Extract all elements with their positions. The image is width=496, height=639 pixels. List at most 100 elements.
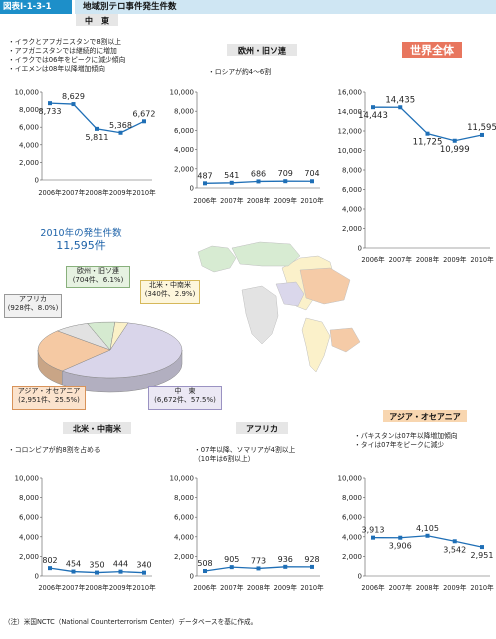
y-tick-label: 10,000 xyxy=(338,475,363,483)
pie-title-line2: 11,595件 xyxy=(56,239,106,252)
pie-label-latam-name: 北米・中南米 xyxy=(149,281,191,289)
pie-label-latam: 北米・中南米 (340件、2.9%) xyxy=(140,280,200,304)
y-tick-label: 8,000 xyxy=(174,108,194,116)
x-tick-label: 2008年 xyxy=(416,583,440,592)
data-point xyxy=(203,181,207,186)
x-tick-label: 2006年 xyxy=(361,255,385,264)
data-label: 444 xyxy=(113,560,128,569)
data-point xyxy=(480,545,484,550)
x-tick-label: 2010年 xyxy=(470,255,494,264)
pie-slice xyxy=(109,321,129,351)
chart-title-bg xyxy=(63,422,131,434)
data-point xyxy=(71,102,76,107)
data-point xyxy=(229,565,234,570)
map-middle-east xyxy=(275,281,305,307)
data-label: 14,435 xyxy=(385,95,415,105)
data-label: 11,725 xyxy=(413,138,443,148)
chart-title: 欧州・旧ソ連 xyxy=(238,46,287,56)
y-tick-label: 0 xyxy=(190,185,194,193)
data-label: 773 xyxy=(251,556,266,565)
footnote: （注）米国NCTC（National Counterterrorism Cent… xyxy=(4,618,258,626)
chart-title-bg xyxy=(402,42,462,58)
x-tick-label: 2010年 xyxy=(132,583,156,592)
data-label: 936 xyxy=(278,555,293,564)
y-tick-label: 6,000 xyxy=(342,186,362,194)
y-tick-label: 0 xyxy=(35,177,39,185)
figure-canvas: 中 東・イラクとアフガニスタンで8割以上・アフガニスタンでは継続的に増加・イラク… xyxy=(8,14,496,592)
data-point xyxy=(95,126,99,131)
x-tick-label: 2010年 xyxy=(470,583,494,592)
data-label: 8,629 xyxy=(62,92,85,101)
x-tick-label: 2006年 xyxy=(38,583,62,592)
pie-label-europe-value: (704件、6.1%) xyxy=(72,276,124,284)
y-tick-label: 8,000 xyxy=(19,494,39,502)
data-point xyxy=(425,131,430,136)
data-label: 3,913 xyxy=(362,526,385,535)
chart-title-bg xyxy=(383,410,467,422)
y-tick-label: 16,000 xyxy=(338,89,363,97)
data-label: 8,733 xyxy=(39,107,62,116)
y-tick-label: 4,000 xyxy=(19,533,39,541)
pie-slice xyxy=(61,322,183,379)
pie-label-middle-east: 中 東 (6,672件、57.5%) xyxy=(148,386,222,410)
data-point xyxy=(118,130,123,135)
y-tick-label: 6,000 xyxy=(174,127,194,135)
figure-header: 図表Ⅰ-1-3-1 地域別テロ事件発生件数 xyxy=(0,0,496,14)
data-label: 686 xyxy=(251,169,266,178)
y-tick-label: 12,000 xyxy=(338,128,363,136)
map-oceania xyxy=(329,327,361,353)
x-tick-label: 2007年 xyxy=(220,196,244,205)
map-africa xyxy=(241,285,279,345)
data-point xyxy=(118,569,123,574)
data-point xyxy=(480,132,484,137)
data-point xyxy=(310,179,314,184)
chart-europe: 欧州・旧ソ連・ロシアが約4～6割 0 2,000 4,000 6,000 8,000 10,… xyxy=(170,44,324,205)
data-label: 709 xyxy=(278,169,293,178)
chart-title: 北米・中南米 xyxy=(73,424,122,434)
y-tick-label: 10,000 xyxy=(170,475,195,483)
x-tick-label: 2006年 xyxy=(193,196,217,205)
chart-note: ・タイは07年をピークに減少 xyxy=(354,440,444,449)
y-tick-label: 4,000 xyxy=(19,141,39,149)
y-tick-label: 0 xyxy=(358,573,362,581)
x-tick-label: 2006年 xyxy=(193,583,217,592)
y-tick-label: 2,000 xyxy=(19,159,39,167)
data-label: 5,368 xyxy=(109,121,132,130)
pie-label-africa-name: アフリカ xyxy=(19,295,47,303)
chart-title: 中 東 xyxy=(85,16,109,26)
chart-note: ・イラクとアフガニスタンで8割以上 xyxy=(8,37,121,46)
pie-slice xyxy=(37,330,111,372)
chart-title-bg xyxy=(227,44,297,56)
data-label: 11,595 xyxy=(467,123,496,133)
figure-title: 地域別テロ事件発生件数 xyxy=(75,0,496,14)
x-tick-label: 2009年 xyxy=(109,188,133,197)
data-point xyxy=(256,566,261,571)
data-label: 928 xyxy=(304,555,319,564)
y-tick-label: 8,000 xyxy=(342,167,362,175)
pie-label-latam-value: (340件、2.9%) xyxy=(144,290,196,298)
data-label: 3,906 xyxy=(389,542,412,551)
x-tick-label: 2008年 xyxy=(247,196,271,205)
y-tick-label: 0 xyxy=(35,573,39,581)
data-point xyxy=(283,179,288,184)
y-tick-label: 2,000 xyxy=(342,553,362,561)
pie-label-asia-value: (2,951件、25.5%) xyxy=(18,396,80,404)
chart-note: ・イエメンは08年以降増加傾向 xyxy=(8,64,105,73)
data-point xyxy=(398,535,403,540)
data-point xyxy=(48,566,52,571)
pie-label-middle-east-value: (6,672件、57.5%) xyxy=(154,396,216,404)
data-label: 10,999 xyxy=(440,145,470,155)
pie-label-middle-east-name: 中 東 xyxy=(174,387,196,395)
x-tick-label: 2010年 xyxy=(300,196,324,205)
chart-title: 世界全体 xyxy=(410,43,455,57)
data-point xyxy=(229,180,234,185)
y-tick-label: 2,000 xyxy=(174,165,194,173)
x-tick-label: 2010年 xyxy=(132,188,156,197)
chart-note: ・パキスタンは07年以降増加傾向 xyxy=(354,431,458,440)
data-point xyxy=(452,539,457,544)
y-tick-label: 6,000 xyxy=(19,514,39,522)
x-tick-label: 2009年 xyxy=(443,583,467,592)
map-russia xyxy=(231,241,301,267)
y-tick-label: 2,000 xyxy=(174,553,194,561)
x-tick-label: 2009年 xyxy=(274,196,298,205)
